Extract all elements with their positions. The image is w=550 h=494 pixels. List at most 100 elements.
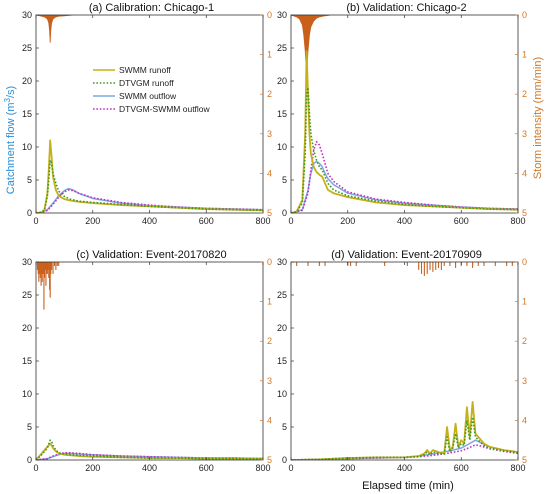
y-tick-label: 10 [22,142,32,152]
x-axis-label: Elapsed time (min) [362,480,454,492]
x-tick-label: 400 [397,463,412,473]
y2-tick-label: 5 [522,208,527,218]
legend-entry: DTVGM runoff [119,78,174,88]
y-tick-label: 30 [22,257,32,267]
y-axis-label-left: Catchment flow (m3/s) [3,86,17,194]
y-tick-label: 20 [22,76,32,86]
y2-tick-label: 4 [267,168,272,178]
x-tick-label: 600 [454,463,469,473]
series-line-swmm-outflow [291,160,518,213]
y2-tick-label: 4 [522,415,527,425]
series-line-dtvgm-runoff [291,416,518,460]
plot-frame [35,14,264,214]
y2-tick-label: 1 [267,50,272,60]
y2-tick-label: 0 [522,257,527,267]
x-tick-label: 200 [85,216,100,226]
y2-tick-label: 2 [267,336,272,346]
chart-panel-2: 0 200 400 600 800 0 5 10 15 20 25 30 0 1 2 3 4 5 (b) Valid… [277,2,527,226]
y2-tick-label: 0 [267,257,272,267]
y-tick-label: 5 [282,422,287,432]
y2-tick-label: 5 [267,455,272,465]
y2-tick-label: 0 [522,10,527,20]
chart-panel-3: 0 200 400 600 800 0 5 10 15 20 25 30 0 1 2 3 4 5 (c) Valid… [22,249,272,473]
x-tick-label: 600 [199,463,214,473]
y-tick-label: 5 [27,422,32,432]
series-line-dtvgm-runoff [36,159,263,213]
y-tick-label: 25 [277,290,287,300]
y-tick-label: 15 [22,356,32,366]
y2-tick-label: 1 [522,297,527,307]
y2-tick-label: 3 [267,376,272,386]
y-tick-label: 15 [277,356,287,366]
x-tick-label: 400 [142,216,157,226]
y2-tick-label: 2 [267,89,272,99]
y2-tick-label: 4 [267,415,272,425]
series-line-swmm-runoff [36,139,263,213]
y-tick-label: 30 [277,257,287,267]
y2-tick-label: 1 [267,297,272,307]
y-tick-label: 5 [27,175,32,185]
plot-frame [290,261,519,461]
x-tick-label: 800 [510,216,525,226]
y2-tick-label: 5 [522,455,527,465]
y-tick-label: 10 [277,389,287,399]
y2-tick-label: 4 [522,168,527,178]
y-tick-label: 15 [22,109,32,119]
y-tick-label: 20 [277,323,287,333]
y-tick-label: 15 [277,109,287,119]
y2-tick-label: 3 [267,129,272,139]
y-tick-label: 0 [282,208,287,218]
y-tick-label: 20 [22,323,32,333]
series-line-swmm-runoff [291,401,518,460]
panel-title: (c) Validation: Event-20170820 [76,249,226,261]
series-line-dtvgm-runoff [291,86,518,213]
x-tick-label: 800 [510,463,525,473]
y2-tick-label: 2 [522,89,527,99]
y-tick-label: 10 [22,389,32,399]
x-tick-label: 0 [288,463,293,473]
series-line-dtvgm-swmm-outflow [291,140,518,213]
panel-title: (d) Validation: Event-20170909 [331,249,482,261]
chart-panel-1: 0 200 400 600 800 0 5 10 15 20 25 30 0 1 2 3 4 5 (a) Calib… [22,2,272,226]
y-tick-label: 0 [282,455,287,465]
rainfall-area [291,15,331,75]
x-tick-label: 400 [142,463,157,473]
y-tick-label: 5 [282,175,287,185]
panel-title: (a) Calibration: Chicago-1 [89,2,214,14]
y-tick-label: 0 [27,208,32,218]
y-axis-label-right: Storm intensity (mm/min) [532,57,544,179]
legend-entry: DTVGM-SWMM outflow [119,104,211,114]
x-tick-label: 400 [397,216,412,226]
y-tick-label: 25 [277,43,287,53]
panel-title: (b) Validation: Chicago-2 [346,2,466,14]
y-tick-label: 10 [277,142,287,152]
x-tick-label: 600 [199,216,214,226]
y2-tick-label: 3 [522,129,527,139]
y2-tick-label: 1 [522,50,527,60]
legend-entry: SWMM runoff [119,65,171,75]
y-tick-label: 0 [27,455,32,465]
y2-tick-label: 5 [267,208,272,218]
x-tick-label: 0 [288,216,293,226]
series-line-swmm-runoff [291,50,518,213]
x-tick-label: 0 [33,463,38,473]
y-tick-label: 25 [22,290,32,300]
y-tick-label: 20 [277,76,287,86]
x-tick-label: 0 [33,216,38,226]
y-tick-label: 25 [22,43,32,53]
x-tick-label: 200 [340,216,355,226]
legend: SWMM runoff DTVGM runoff SWMM outflow DTVGM… [93,65,211,114]
y-tick-label: 30 [277,10,287,20]
legend-entry: SWMM outflow [119,91,177,101]
x-tick-label: 800 [255,463,270,473]
x-tick-label: 800 [255,216,270,226]
y2-tick-label: 3 [522,376,527,386]
x-tick-label: 600 [454,216,469,226]
rainfall-area [36,15,73,43]
x-tick-label: 200 [340,463,355,473]
y2-tick-label: 2 [522,336,527,346]
plot-frame [35,261,264,461]
y2-tick-label: 0 [267,10,272,20]
chart-panel-4: 0 200 400 600 800 0 5 10 15 20 25 30 0 1 2 3 4 5 (d) Valid… [277,249,527,473]
